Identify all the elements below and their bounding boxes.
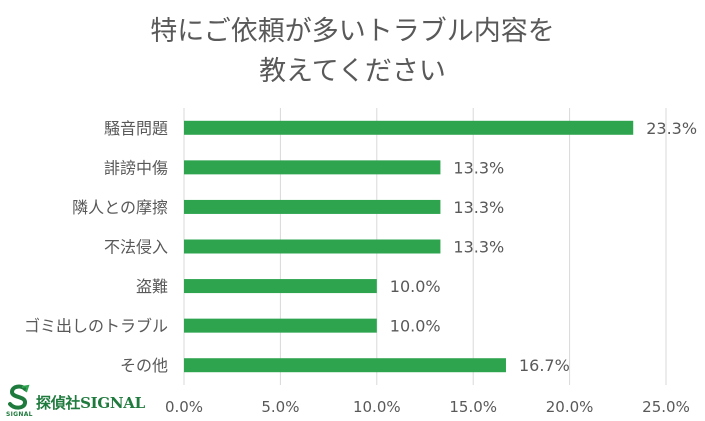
bar (184, 279, 377, 294)
bar (184, 358, 506, 373)
x-tick-label: 10.0% (353, 398, 401, 416)
bar (184, 239, 441, 254)
bar (184, 160, 441, 175)
data-label: 13.3% (453, 158, 504, 177)
bar (184, 120, 634, 135)
x-tick-label: 15.0% (449, 398, 497, 416)
category-label: 騒音問題 (104, 119, 168, 138)
x-tick-label: 0.0% (165, 398, 203, 416)
chart-title-line-1: 特にご依頼が多いトラブル内容を (150, 16, 555, 47)
x-tick-label: 5.0% (261, 398, 299, 416)
data-label: 10.0% (390, 317, 441, 336)
brand-name: 探偵社SIGNAL (36, 394, 145, 412)
category-label: 誹謗中傷 (104, 158, 168, 177)
x-tick-label: 20.0% (546, 398, 594, 416)
bar (184, 199, 441, 214)
category-label: その他 (120, 356, 168, 375)
category-label: 盗難 (136, 277, 168, 296)
chart-title-line-2: 教えてください (259, 56, 446, 87)
category-label: 不法侵入 (104, 238, 168, 257)
category-label: ゴミ出しのトラブル (24, 317, 168, 336)
category-label: 隣人との摩擦 (72, 198, 168, 217)
data-label: 10.0% (390, 277, 441, 296)
data-label: 13.3% (453, 198, 504, 217)
x-tick-label: 25.0% (642, 398, 690, 416)
data-label: 23.3% (646, 119, 697, 138)
brand-sub: SIGNAL (6, 411, 33, 418)
data-label: 16.7% (519, 356, 570, 375)
signal-logo-icon (8, 384, 30, 410)
data-label: 13.3% (453, 238, 504, 257)
bar (184, 318, 377, 333)
brand-logo: 探偵社SIGNAL SIGNAL (6, 384, 145, 420)
